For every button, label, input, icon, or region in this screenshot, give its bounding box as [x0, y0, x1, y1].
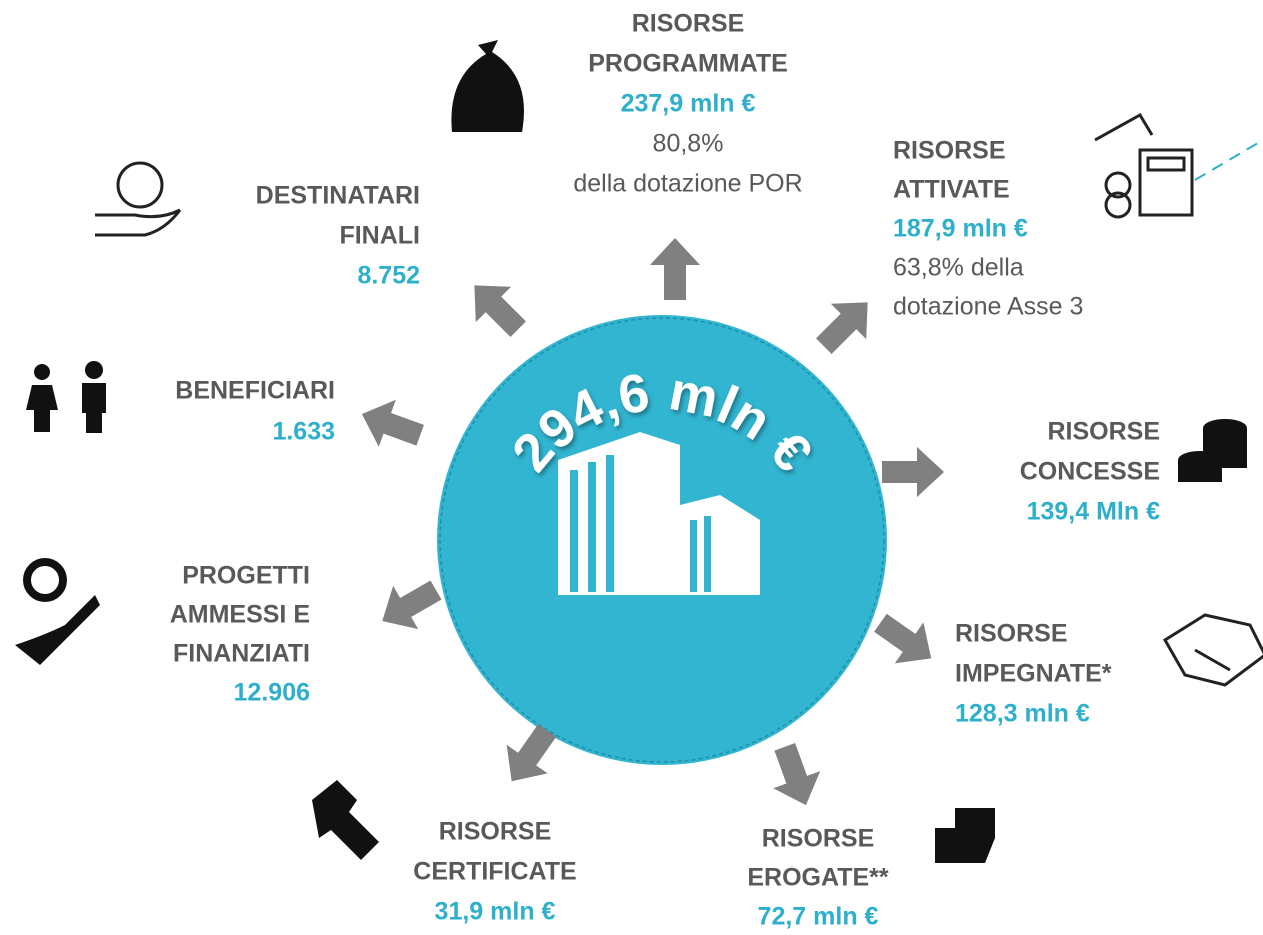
item-label: RISORSE [955, 620, 1068, 648]
item-label: FINANZIATI [173, 640, 310, 668]
money-hand-icon [95, 161, 182, 237]
money-fist-icon [935, 808, 995, 863]
item-label: RISORSE [439, 818, 552, 846]
arrow [882, 447, 944, 497]
arrow [361, 399, 424, 447]
item-label: RISORSE [893, 137, 1006, 165]
arrow [816, 302, 868, 354]
item-value: 237,9 mln € [621, 90, 756, 118]
handshake-icon [1162, 613, 1263, 687]
gear-hand-icon [15, 558, 100, 665]
item-value: 12.906 [234, 679, 310, 707]
item-label: FINALI [339, 222, 420, 250]
item-label: BENEFICIARI [175, 377, 335, 405]
arrow [474, 285, 526, 337]
arrow [773, 743, 821, 806]
item-label: DESTINATARI [256, 182, 420, 210]
arrow [650, 238, 700, 300]
item-note: dotazione Asse 3 [893, 293, 1083, 321]
dashed-line [1194, 139, 1263, 181]
calculator-icon [1094, 112, 1194, 219]
item-label: PROGRAMMATE [588, 50, 788, 78]
item-value: 139,4 Mln € [1027, 498, 1160, 526]
people-icon [26, 361, 106, 433]
item-label: EROGATE** [747, 864, 888, 892]
item-note: della dotazione POR [573, 170, 802, 198]
item-label: CERTIFICATE [413, 858, 576, 886]
arrow [506, 724, 557, 782]
item-value: 31,9 mln € [435, 898, 556, 926]
arrows [361, 238, 944, 806]
item-value: 128,3 mln € [955, 700, 1090, 728]
circle-border [439, 317, 885, 763]
item-label: AMMESSI E [170, 601, 310, 629]
item-label: IMPEGNATE* [955, 660, 1112, 688]
item-note: 80,8% [653, 130, 724, 158]
bag-icon [451, 40, 524, 132]
arrow [874, 613, 932, 664]
item-value: 1.633 [272, 418, 335, 446]
item-note: 63,8% della [893, 254, 1024, 282]
item-label: ATTIVATE [893, 176, 1010, 204]
labels: RISORSE PROGRAMMATE 237,9 mln € 80,8% della … [170, 10, 1160, 931]
icons [15, 40, 1263, 863]
item-value: 187,9 mln € [893, 215, 1028, 243]
item-label: PROGETTI [182, 562, 310, 590]
item-label: CONCESSE [1020, 458, 1160, 486]
coins-icon [1178, 419, 1247, 482]
item-label: RISORSE [762, 825, 875, 853]
item-label: RISORSE [1047, 418, 1160, 446]
item-value: 8.752 [357, 262, 420, 290]
item-label: RISORSE [632, 10, 745, 38]
item-value: 72,7 mln € [758, 903, 879, 931]
stamp-icon [312, 780, 379, 860]
arrow [382, 580, 442, 630]
